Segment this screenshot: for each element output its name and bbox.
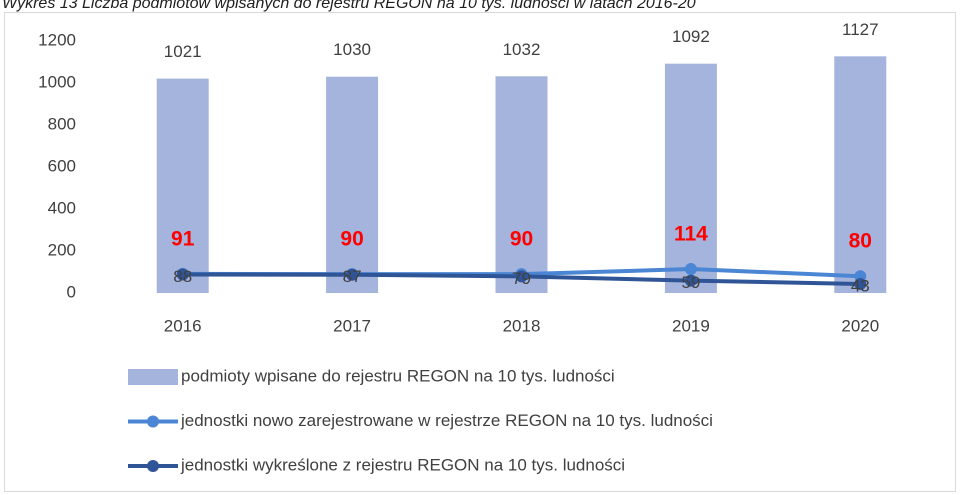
bar-value-label: 1032 bbox=[503, 40, 541, 59]
line-value-label: 90 bbox=[510, 228, 533, 251]
line-value-label: 43 bbox=[851, 276, 870, 295]
x-tick-label: 2018 bbox=[503, 316, 541, 335]
line-point bbox=[854, 277, 867, 290]
y-tick-label: 1200 bbox=[38, 30, 76, 49]
bar bbox=[834, 56, 887, 293]
y-tick-label: 200 bbox=[48, 240, 76, 259]
line-value-label: 88 bbox=[173, 267, 192, 286]
chart-title: Wykres 13 Liczba podmiotów wpisanych do … bbox=[2, 0, 696, 12]
x-tick-label: 2016 bbox=[164, 316, 202, 335]
bar bbox=[326, 76, 379, 293]
bar-value-label: 1092 bbox=[672, 27, 710, 46]
line-value-label: 87 bbox=[343, 267, 362, 286]
line-value-label: 59 bbox=[681, 273, 700, 292]
legend-swatch bbox=[128, 369, 178, 385]
legend-label: jednostki nowo zarejestrowane w rejestrz… bbox=[180, 411, 713, 430]
legend-label: jednostki wykreślone z rejestru REGON na… bbox=[180, 455, 625, 474]
chart-frame bbox=[4, 12, 956, 492]
line-point bbox=[346, 268, 359, 281]
bar-value-label: 1127 bbox=[842, 20, 879, 39]
bar bbox=[156, 78, 209, 293]
bar bbox=[495, 76, 548, 293]
bar-value-label: 1030 bbox=[333, 40, 371, 59]
y-tick-label: 800 bbox=[48, 114, 76, 133]
line-value-label: 79 bbox=[512, 269, 531, 288]
legend-marker bbox=[147, 460, 159, 472]
y-tick-label: 1000 bbox=[38, 72, 76, 91]
y-tick-label: 600 bbox=[48, 156, 76, 175]
y-tick-label: 0 bbox=[67, 282, 76, 301]
legend-marker bbox=[147, 415, 159, 428]
line-point bbox=[176, 268, 189, 281]
x-tick-label: 2017 bbox=[333, 316, 371, 335]
bar-value-label: 1021 bbox=[164, 42, 202, 61]
x-tick-label: 2019 bbox=[672, 316, 710, 335]
line-point bbox=[515, 270, 528, 283]
line-point bbox=[684, 274, 697, 287]
line-value-label: 90 bbox=[340, 228, 363, 251]
legend-label: podmioty wpisane do rejestru REGON na 10… bbox=[181, 366, 615, 385]
line-value-label: 91 bbox=[171, 227, 195, 250]
line-value-label: 80 bbox=[849, 230, 872, 253]
line-value-label: 114 bbox=[674, 223, 708, 246]
y-tick-label: 400 bbox=[48, 198, 76, 217]
line-point bbox=[684, 263, 697, 276]
bar bbox=[664, 63, 717, 294]
x-tick-label: 2020 bbox=[841, 316, 879, 335]
